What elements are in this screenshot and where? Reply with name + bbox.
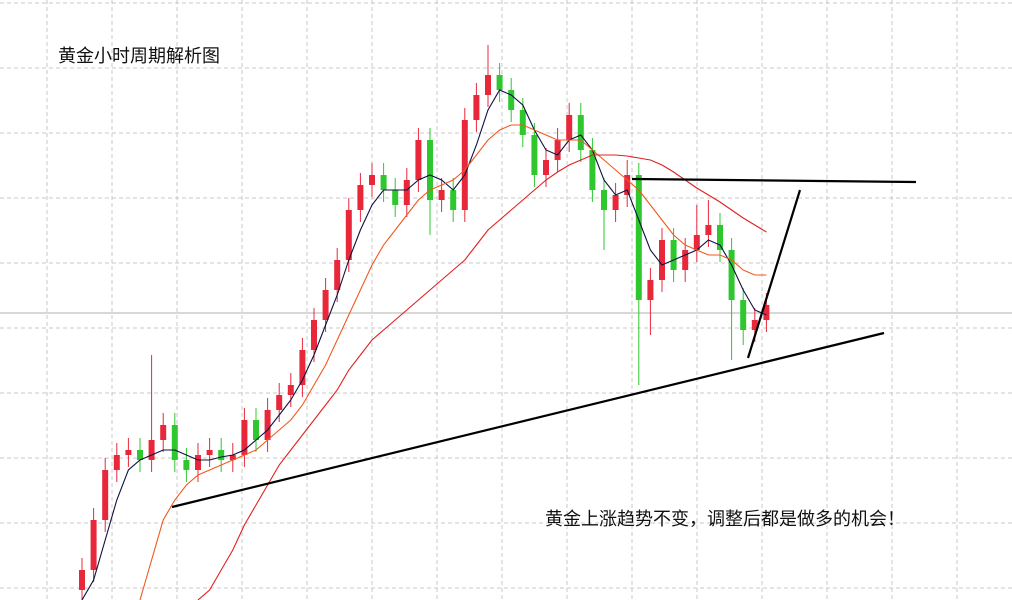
candle-body bbox=[206, 450, 213, 455]
candle-body bbox=[438, 190, 445, 200]
candle-body bbox=[311, 320, 317, 350]
trend-lines bbox=[171, 177, 917, 509]
resistance-line bbox=[631, 177, 917, 184]
candle-body bbox=[334, 260, 341, 290]
candle-body bbox=[705, 225, 712, 235]
candle-body bbox=[253, 420, 259, 440]
plot bbox=[79, 45, 770, 600]
candle-body bbox=[682, 250, 689, 270]
candle-body bbox=[183, 460, 190, 470]
candle-body bbox=[357, 185, 364, 210]
candle-body bbox=[102, 470, 109, 520]
moving-average-line bbox=[81, 89, 767, 600]
candle-body bbox=[403, 180, 410, 205]
annotation: 黄金上涨趋势不变，调整后都是做多的机会！ bbox=[545, 509, 905, 530]
candle-body bbox=[90, 520, 97, 570]
candle-body bbox=[392, 190, 399, 205]
candle-body bbox=[450, 190, 457, 210]
candle-body bbox=[473, 95, 480, 120]
candle-body bbox=[276, 395, 283, 410]
candle-body bbox=[485, 75, 491, 95]
candle-body bbox=[566, 115, 573, 140]
candle-body bbox=[554, 140, 561, 160]
candle-body bbox=[113, 455, 120, 470]
candle-body bbox=[461, 120, 468, 210]
candle-body bbox=[171, 425, 178, 460]
candle-body bbox=[659, 240, 665, 280]
candle-body bbox=[369, 175, 375, 185]
candle-body bbox=[160, 425, 167, 440]
moving-average-line bbox=[139, 124, 767, 600]
candle-body bbox=[508, 90, 515, 110]
candle-body bbox=[693, 235, 700, 250]
candle-body bbox=[299, 350, 306, 385]
candle-body bbox=[195, 455, 201, 470]
candle-body bbox=[137, 450, 143, 460]
candle-body bbox=[577, 115, 584, 150]
candle-body bbox=[427, 140, 433, 200]
support-line bbox=[171, 331, 885, 509]
candle-body bbox=[635, 175, 642, 300]
candle-body bbox=[415, 140, 422, 180]
candle-body bbox=[717, 225, 723, 250]
projection-line bbox=[746, 189, 802, 359]
candle-body bbox=[543, 160, 549, 175]
candle-body bbox=[728, 250, 735, 300]
candle-body bbox=[670, 240, 677, 270]
chart-title: 黄金小时周期解析图 bbox=[58, 46, 220, 67]
candle-body bbox=[647, 280, 654, 300]
candle-body bbox=[218, 450, 225, 460]
candle-body bbox=[322, 290, 329, 320]
candle-body bbox=[380, 175, 387, 190]
candle-body bbox=[79, 570, 85, 590]
candle-body bbox=[763, 305, 770, 320]
candle-body bbox=[345, 210, 352, 260]
candle-body bbox=[751, 320, 758, 330]
candle-body bbox=[531, 135, 538, 175]
candle-body bbox=[264, 410, 271, 440]
candle-body bbox=[519, 110, 526, 135]
candle-body bbox=[148, 440, 155, 460]
candle-body bbox=[229, 455, 236, 460]
candle-body bbox=[589, 150, 596, 190]
candle-body bbox=[125, 450, 132, 455]
candle-body bbox=[241, 420, 248, 455]
candle-body bbox=[496, 75, 503, 90]
candle-body bbox=[740, 300, 747, 330]
candle-body bbox=[601, 190, 607, 210]
candle-body bbox=[612, 195, 619, 210]
moving-average-line bbox=[197, 154, 767, 600]
candle-body bbox=[287, 385, 294, 395]
candle-body bbox=[624, 175, 631, 195]
